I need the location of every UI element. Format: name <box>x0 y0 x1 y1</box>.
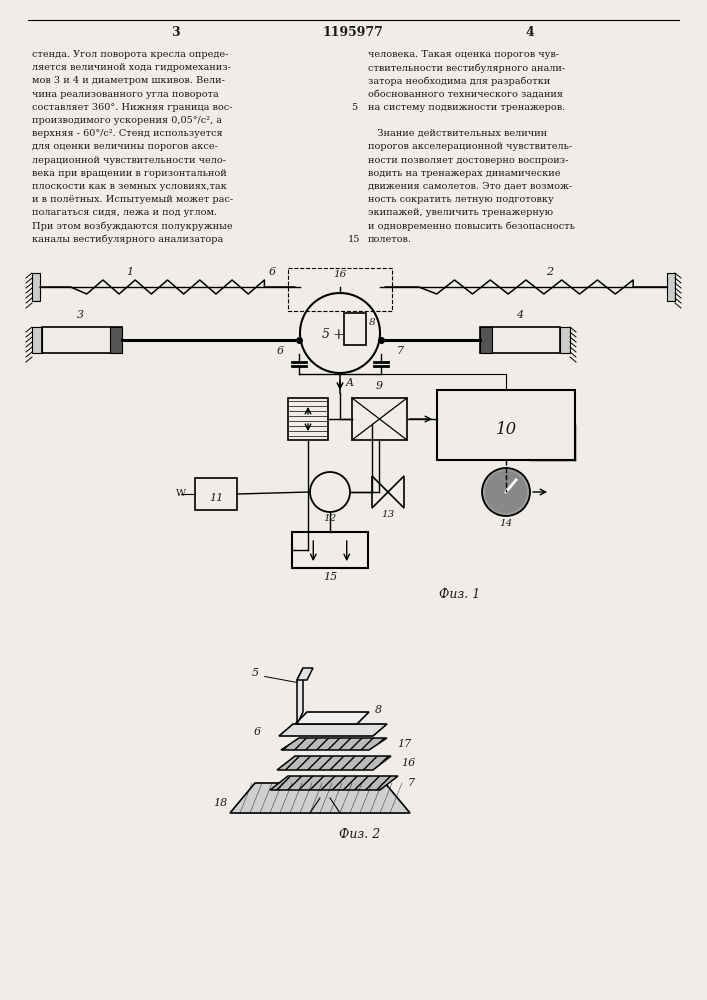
Text: порогов акселерационной чувствитель-: порогов акселерационной чувствитель- <box>368 142 572 151</box>
Polygon shape <box>230 783 410 813</box>
Text: A: A <box>346 378 354 388</box>
Text: 8: 8 <box>369 318 375 327</box>
Text: 17: 17 <box>397 739 411 749</box>
Text: лерационной чувствительности чело-: лерационной чувствительности чело- <box>32 156 226 165</box>
Text: человека. Такая оценка порогов чув-: человека. Такая оценка порогов чув- <box>368 50 559 59</box>
Bar <box>344 313 366 345</box>
Text: 9: 9 <box>376 381 383 391</box>
Text: 15: 15 <box>323 572 337 582</box>
Text: плоскости как в земных условиях,так: плоскости как в земных условиях,так <box>32 182 227 191</box>
Text: 15: 15 <box>348 235 360 244</box>
Text: и одновременно повысить безопасность: и одновременно повысить безопасность <box>368 222 575 231</box>
Text: полагаться сидя, лежа и под углом.: полагаться сидя, лежа и под углом. <box>32 208 217 217</box>
Text: ствительности вестибулярного анали-: ствительности вестибулярного анали- <box>368 63 565 73</box>
Text: ности позволяет достоверно воспроиз-: ности позволяет достоверно воспроиз- <box>368 156 568 165</box>
Text: 2: 2 <box>547 267 554 277</box>
Polygon shape <box>281 738 387 750</box>
Polygon shape <box>297 668 313 680</box>
Text: 6: 6 <box>269 267 276 277</box>
Text: 3: 3 <box>170 26 180 39</box>
Text: верхняя - 60°/c². Стенд используется: верхняя - 60°/c². Стенд используется <box>32 129 223 138</box>
Text: обоснованного технического задания: обоснованного технического задания <box>368 90 563 99</box>
Text: 5: 5 <box>252 668 259 678</box>
Polygon shape <box>279 724 387 736</box>
Text: 13: 13 <box>381 510 395 519</box>
Polygon shape <box>270 776 398 790</box>
Bar <box>480 327 492 353</box>
Text: Знание действительных величин: Знание действительных величин <box>368 129 547 138</box>
Text: 4: 4 <box>525 26 534 39</box>
Polygon shape <box>277 756 391 770</box>
Text: 16: 16 <box>334 270 346 279</box>
Text: 6: 6 <box>276 346 284 356</box>
Bar <box>437 390 575 460</box>
Circle shape <box>482 468 530 516</box>
Text: 4: 4 <box>516 310 524 320</box>
Text: ность сократить летную подготовку: ность сократить летную подготовку <box>368 195 554 204</box>
Text: экипажей, увеличить тренажерную: экипажей, увеличить тренажерную <box>368 208 553 217</box>
Bar <box>42 327 122 353</box>
Text: 14: 14 <box>499 519 513 528</box>
Text: 1: 1 <box>127 267 134 277</box>
Text: мов 3 и 4 и диаметром шкивов. Вели-: мов 3 и 4 и диаметром шкивов. Вели- <box>32 76 225 85</box>
Text: 3: 3 <box>76 310 83 320</box>
Text: чина реализованного угла поворота: чина реализованного угла поворота <box>32 90 218 99</box>
Bar <box>292 532 368 568</box>
Text: Физ. 2: Физ. 2 <box>339 828 380 841</box>
Text: стенда. Угол поворота кресла опреде-: стенда. Угол поворота кресла опреде- <box>32 50 228 59</box>
Circle shape <box>485 471 527 513</box>
Text: 18: 18 <box>213 798 227 808</box>
Bar <box>110 327 122 353</box>
Text: 8: 8 <box>375 705 382 715</box>
Bar <box>667 273 675 301</box>
Text: производимого ускорения 0,05°/c², а: производимого ускорения 0,05°/c², а <box>32 116 222 125</box>
Text: 16: 16 <box>401 758 415 768</box>
Text: составляет 360°. Нижняя граница вос-: составляет 360°. Нижняя граница вос- <box>32 103 233 112</box>
Text: 7: 7 <box>408 778 415 788</box>
Text: Физ. 1: Физ. 1 <box>439 588 481 601</box>
Text: 6: 6 <box>253 727 261 737</box>
Text: 5: 5 <box>322 328 330 342</box>
Bar <box>352 398 407 440</box>
Text: для оценки величины порогов аксе-: для оценки величины порогов аксе- <box>32 142 218 151</box>
Bar <box>288 398 328 440</box>
Polygon shape <box>297 668 303 724</box>
Text: затора необходима для разработки: затора необходима для разработки <box>368 76 550 86</box>
Bar <box>195 478 237 510</box>
Polygon shape <box>295 712 369 724</box>
Bar <box>32 273 40 301</box>
Text: 11: 11 <box>209 493 223 503</box>
Bar <box>288 268 392 311</box>
Text: 10: 10 <box>496 420 517 438</box>
Bar <box>560 327 570 353</box>
Bar <box>480 327 560 353</box>
Text: на систему подвижности тренажеров.: на систему подвижности тренажеров. <box>368 103 566 112</box>
Text: При этом возбуждаются полукружные: При этом возбуждаются полукружные <box>32 222 233 231</box>
Text: века при вращении в горизонтальной: века при вращении в горизонтальной <box>32 169 227 178</box>
Text: 7: 7 <box>397 346 404 356</box>
Text: и в полётных. Испытуемый может рас-: и в полётных. Испытуемый может рас- <box>32 195 233 204</box>
Text: каналы вестибулярного анализатора: каналы вестибулярного анализатора <box>32 235 223 244</box>
Text: водить на тренажерах динамические: водить на тренажерах динамические <box>368 169 561 178</box>
Text: 12: 12 <box>323 514 337 523</box>
Bar <box>32 327 42 353</box>
Text: движения самолетов. Это дает возмож-: движения самолетов. Это дает возмож- <box>368 182 572 191</box>
Text: 1195977: 1195977 <box>322 26 383 39</box>
Text: ляется величиной хода гидромеханиз-: ляется величиной хода гидромеханиз- <box>32 63 231 72</box>
Text: полетов.: полетов. <box>368 235 412 244</box>
Text: +: + <box>332 328 344 342</box>
Text: W: W <box>176 489 186 498</box>
Text: 5: 5 <box>351 103 357 112</box>
